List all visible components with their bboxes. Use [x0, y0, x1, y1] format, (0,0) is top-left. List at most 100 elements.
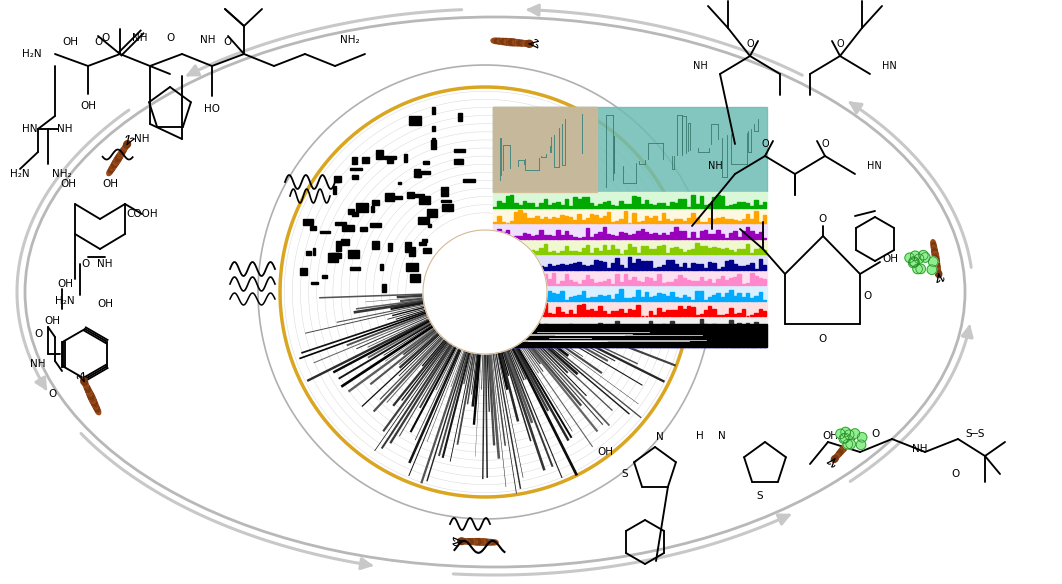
Bar — [670, 202, 673, 207]
Bar — [578, 284, 581, 285]
Bar — [561, 328, 564, 332]
Bar — [531, 236, 534, 238]
Bar — [623, 338, 628, 347]
Bar — [758, 248, 763, 254]
Bar — [497, 292, 500, 301]
Bar — [586, 275, 589, 285]
Bar — [737, 293, 741, 301]
Bar — [611, 222, 615, 223]
Ellipse shape — [841, 441, 851, 451]
Bar — [493, 232, 496, 238]
Bar — [683, 231, 686, 238]
Circle shape — [921, 253, 930, 262]
Bar — [539, 309, 543, 316]
Bar — [578, 252, 581, 254]
Text: NH: NH — [693, 61, 708, 71]
Bar — [645, 261, 648, 269]
Bar — [586, 266, 589, 269]
Bar — [535, 294, 538, 301]
Bar — [424, 248, 431, 253]
Bar — [379, 263, 382, 270]
Bar — [578, 199, 581, 207]
Bar — [561, 336, 564, 347]
Bar — [582, 330, 585, 332]
Bar — [531, 323, 534, 332]
Ellipse shape — [470, 538, 482, 545]
Bar — [569, 324, 572, 332]
Bar — [501, 337, 504, 347]
Bar — [463, 179, 475, 182]
Bar — [548, 291, 551, 301]
Ellipse shape — [107, 168, 114, 176]
Bar — [506, 340, 509, 347]
Bar — [691, 195, 695, 207]
Bar — [666, 326, 669, 332]
Ellipse shape — [120, 146, 126, 155]
Bar — [312, 248, 315, 255]
Bar — [717, 294, 720, 301]
Bar — [721, 217, 724, 223]
Bar — [623, 211, 628, 223]
Bar — [670, 321, 673, 332]
Bar — [649, 321, 652, 332]
Ellipse shape — [458, 538, 465, 544]
Bar — [582, 237, 585, 238]
Bar — [535, 235, 538, 238]
Bar — [573, 314, 577, 316]
Bar — [506, 280, 509, 285]
Bar — [514, 237, 517, 238]
Bar — [704, 310, 707, 316]
Circle shape — [910, 258, 920, 267]
Bar — [336, 222, 346, 225]
Bar — [406, 242, 411, 252]
Bar — [548, 235, 551, 238]
Bar — [299, 268, 307, 275]
Bar — [544, 324, 547, 332]
Bar — [431, 126, 435, 131]
Bar — [590, 330, 594, 332]
Bar — [733, 345, 737, 347]
Ellipse shape — [494, 39, 504, 44]
Bar — [518, 205, 521, 207]
Ellipse shape — [933, 255, 939, 266]
Text: NH₂: NH₂ — [340, 35, 360, 45]
Bar — [493, 269, 767, 285]
Bar — [602, 296, 606, 301]
Bar — [725, 293, 729, 301]
Bar — [347, 209, 355, 214]
Bar — [708, 279, 712, 285]
Bar — [544, 235, 547, 238]
Ellipse shape — [81, 378, 87, 385]
Bar — [708, 340, 712, 347]
Bar — [713, 263, 716, 269]
Ellipse shape — [112, 157, 120, 168]
Ellipse shape — [843, 439, 852, 448]
Text: OH: OH — [883, 254, 898, 264]
Bar — [662, 324, 665, 332]
Bar — [497, 230, 500, 238]
Bar — [632, 297, 635, 301]
Text: NH: NH — [201, 35, 216, 45]
Bar — [590, 297, 594, 301]
Bar — [422, 239, 427, 242]
Bar — [548, 340, 551, 347]
Bar — [683, 199, 686, 207]
Bar — [717, 279, 720, 285]
Bar — [729, 290, 733, 301]
Bar — [666, 341, 669, 347]
Text: NH: NH — [912, 444, 928, 454]
Bar — [615, 221, 619, 223]
Bar — [628, 204, 631, 207]
Bar — [531, 265, 534, 269]
Bar — [539, 266, 543, 269]
Bar — [493, 107, 767, 192]
Bar — [666, 296, 669, 301]
Bar — [493, 324, 767, 347]
Bar — [569, 343, 572, 347]
Ellipse shape — [93, 403, 100, 412]
Bar — [606, 314, 611, 316]
Bar — [552, 345, 555, 347]
Bar — [493, 207, 767, 223]
Bar — [666, 260, 669, 269]
Bar — [662, 213, 665, 223]
